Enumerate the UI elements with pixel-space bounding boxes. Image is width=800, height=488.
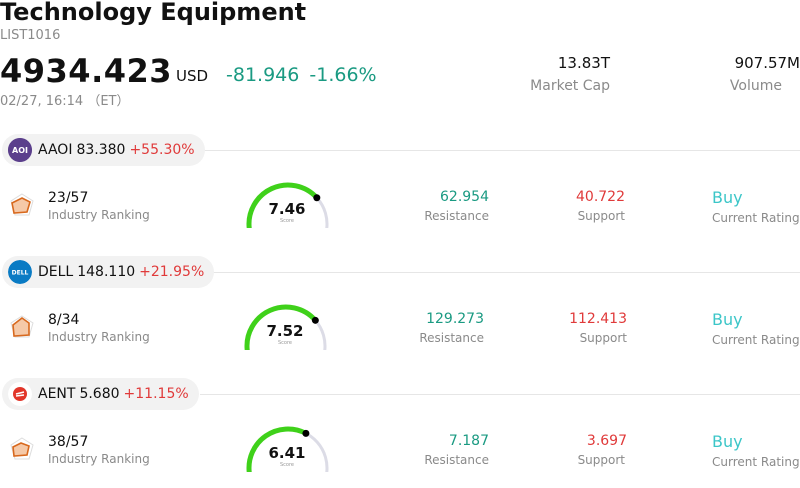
- stock-price: 5.680: [79, 386, 120, 402]
- volume-label: Volume: [729, 78, 782, 94]
- resistance-label: Resistance: [424, 209, 489, 223]
- gauge-marker: [313, 194, 321, 202]
- ranking-radar-icon: [10, 437, 34, 460]
- stock-change-percent: +55.30%: [129, 142, 195, 158]
- industry-rank-value: 23/57: [48, 190, 89, 206]
- index-price: 4934.423: [0, 52, 173, 90]
- score-value: 6.41: [268, 444, 306, 462]
- score-label: Score: [279, 218, 294, 224]
- score-gauge: [246, 426, 329, 472]
- score-label: Score: [277, 340, 292, 346]
- gauge-fill: [246, 182, 320, 228]
- change-value: -81.946: [226, 64, 300, 86]
- rating-label: Current Rating: [712, 211, 800, 225]
- gauge-marker: [302, 429, 310, 437]
- industry-rank-label: Industry Ranking: [48, 330, 150, 344]
- gauge-marker: [311, 316, 319, 324]
- section-divider: [200, 394, 800, 395]
- stock-pill-dell[interactable]: DELL DELL 148.110 +21.95%: [2, 256, 215, 288]
- stock-change-percent: +11.15%: [123, 386, 189, 402]
- rating-buy-link[interactable]: Buy: [712, 188, 743, 207]
- gauge-fill: [244, 304, 318, 350]
- stock-price: 148.110: [77, 264, 136, 280]
- stock-change-percent: +21.95%: [139, 264, 205, 280]
- industry-rank-value: 8/34: [48, 312, 80, 328]
- resistance-value: 62.954: [440, 189, 489, 205]
- price-change: -81.946 -1.66%: [226, 64, 377, 86]
- support-label: Support: [577, 209, 625, 223]
- support-value: 3.697: [586, 433, 627, 449]
- list-code: LIST1016: [0, 28, 61, 43]
- score-value: 7.46: [268, 200, 306, 218]
- resistance-label: Resistance: [424, 453, 489, 467]
- stock-ticker: DELL: [38, 264, 74, 280]
- dell-logo-icon: DELL: [8, 260, 32, 284]
- support-label: Support: [579, 331, 627, 345]
- page-title: Technology Equipment: [0, 0, 307, 26]
- market-cap-value: 13.83T: [557, 54, 610, 72]
- stock-ticker: AAOI: [38, 142, 73, 158]
- stock-pill-aaoi[interactable]: AOI AAOI 83.380 +55.30%: [2, 134, 205, 166]
- svg-text:AOI: AOI: [12, 146, 28, 155]
- resistance-label: Resistance: [419, 331, 484, 345]
- aent-logo-icon: [8, 382, 32, 406]
- section-divider: [200, 150, 800, 151]
- volume-value: 907.57M: [734, 54, 800, 72]
- timestamp: 02/27, 16:14 （ET）: [0, 94, 130, 109]
- aaoi-logo-icon: AOI: [8, 138, 32, 162]
- resistance-value: 129.273: [426, 311, 484, 327]
- stock-ticker: AENT: [38, 386, 76, 402]
- score-label: Score: [279, 462, 294, 468]
- support-value: 112.413: [569, 311, 627, 327]
- currency-label: USD: [176, 67, 209, 85]
- support-value: 40.722: [576, 189, 625, 205]
- rating-buy-link[interactable]: Buy: [712, 432, 743, 451]
- market-cap-label: Market Cap: [530, 78, 610, 94]
- rating-buy-link[interactable]: Buy: [712, 310, 743, 329]
- industry-rank-label: Industry Ranking: [48, 452, 150, 466]
- industry-rank-value: 38/57: [48, 434, 89, 450]
- industry-rank-label: Industry Ranking: [48, 208, 150, 222]
- rating-label: Current Rating: [712, 455, 800, 469]
- resistance-value: 7.187: [448, 433, 489, 449]
- svg-text:DELL: DELL: [12, 270, 29, 277]
- ranking-radar-icon: [10, 193, 34, 216]
- ranking-radar-icon: [10, 315, 34, 338]
- score-gauge: [244, 304, 327, 350]
- stock-price: 83.380: [76, 142, 126, 158]
- rating-label: Current Rating: [712, 333, 800, 347]
- support-label: Support: [577, 453, 625, 467]
- score-gauge: [246, 182, 329, 228]
- change-percent: -1.66%: [309, 64, 377, 86]
- gauge-fill: [246, 426, 309, 472]
- section-divider: [200, 272, 800, 273]
- stock-pill-aent[interactable]: AENT 5.680 +11.15%: [2, 378, 199, 410]
- score-value: 7.52: [266, 322, 304, 340]
